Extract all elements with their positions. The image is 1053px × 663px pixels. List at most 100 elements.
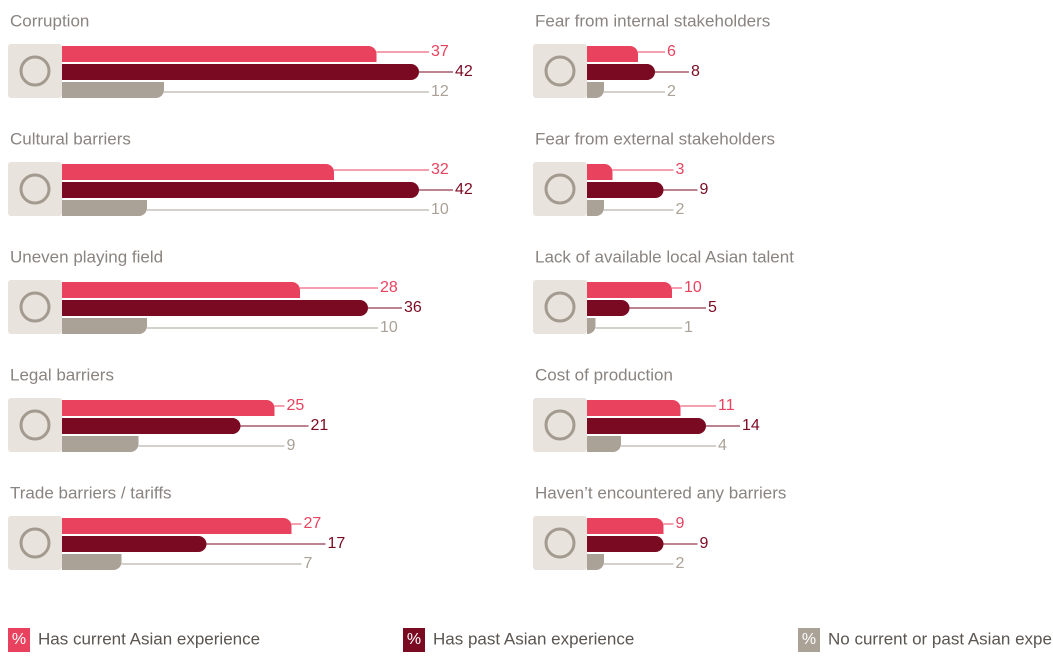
bar — [587, 318, 596, 334]
legend-label: Has past Asian experience — [433, 629, 634, 648]
value-label: 25 — [287, 397, 305, 414]
value-label: 11 — [718, 397, 735, 414]
icon-box — [8, 44, 62, 98]
value-label: 1 — [684, 319, 693, 336]
value-label: 2 — [676, 555, 685, 572]
icon-box — [8, 516, 62, 570]
panel-title: Fear from external stakeholders — [535, 129, 775, 148]
bar — [587, 436, 621, 452]
panel-title: Lack of available local Asian talent — [535, 247, 794, 266]
bar — [587, 300, 630, 316]
value-label: 42 — [455, 63, 473, 80]
legend-label: Has current Asian experience — [38, 629, 260, 648]
value-label: 8 — [691, 63, 700, 80]
value-label: 10 — [431, 201, 449, 218]
bar — [62, 436, 139, 452]
value-label: 10 — [380, 319, 398, 336]
bar — [62, 164, 334, 180]
value-label: 9 — [287, 437, 296, 454]
panel-title: Legal barriers — [10, 365, 114, 384]
value-label: 9 — [700, 535, 709, 552]
icon-box — [533, 516, 587, 570]
bar — [587, 518, 664, 534]
bar — [587, 282, 672, 298]
bar — [587, 400, 681, 416]
icon — [544, 409, 576, 441]
value-label: 17 — [328, 535, 346, 552]
value-label: 21 — [311, 417, 329, 434]
icon — [544, 527, 576, 559]
value-label: 27 — [304, 515, 322, 532]
icon-box — [8, 280, 62, 334]
value-label: 42 — [455, 181, 473, 198]
bar — [62, 400, 275, 416]
bar — [587, 182, 664, 198]
bar — [62, 182, 419, 198]
legend-symbol: % — [12, 631, 26, 648]
value-label: 6 — [667, 43, 676, 60]
legend-swatch — [8, 628, 30, 652]
bar — [587, 64, 655, 80]
bar — [62, 82, 164, 98]
bar — [62, 318, 147, 334]
value-label: 12 — [431, 83, 449, 100]
value-label: 14 — [742, 417, 760, 434]
value-label: 37 — [431, 43, 449, 60]
value-label: 9 — [676, 515, 685, 532]
bar — [587, 536, 664, 552]
bar — [62, 200, 147, 216]
panel-title: Fear from internal stakeholders — [535, 11, 770, 30]
icon — [19, 291, 51, 323]
bar — [587, 82, 604, 98]
icon — [19, 55, 51, 87]
value-label: 36 — [404, 299, 422, 316]
bar — [587, 200, 604, 216]
bar — [62, 418, 241, 434]
icon-box — [8, 398, 62, 452]
panel-title: Trade barriers / tariffs — [10, 483, 172, 502]
legend-label: No current or past Asian experience — [828, 629, 1053, 648]
bar — [62, 282, 300, 298]
panel-title: Cost of production — [535, 365, 673, 384]
icon-box — [8, 162, 62, 216]
legend-symbol: % — [407, 631, 421, 648]
bar — [587, 418, 706, 434]
legend-symbol: % — [802, 631, 816, 648]
icon-box — [533, 44, 587, 98]
bar — [62, 64, 419, 80]
legend-swatch — [798, 628, 820, 652]
icon — [19, 173, 51, 205]
bar — [62, 300, 368, 316]
value-label: 10 — [684, 279, 702, 296]
icon-box — [533, 280, 587, 334]
bar — [62, 518, 292, 534]
icon-box — [533, 162, 587, 216]
bar — [587, 46, 638, 62]
icon — [544, 291, 576, 323]
value-label: 9 — [700, 181, 709, 198]
panel-title: Corruption — [10, 11, 89, 30]
bar — [587, 164, 613, 180]
panel-title: Haven’t encountered any barriers — [535, 483, 786, 502]
icon — [544, 55, 576, 87]
icon — [19, 527, 51, 559]
bar — [62, 536, 207, 552]
bar — [587, 554, 604, 570]
panel-title: Cultural barriers — [10, 129, 131, 148]
value-label: 5 — [708, 299, 717, 316]
value-label: 4 — [718, 437, 727, 454]
icon — [19, 409, 51, 441]
bar — [62, 46, 377, 62]
icon-box — [533, 398, 587, 452]
value-label: 7 — [304, 555, 313, 572]
value-label: 32 — [431, 161, 449, 178]
value-label: 28 — [380, 279, 398, 296]
bar — [62, 554, 122, 570]
value-label: 2 — [676, 201, 685, 218]
legend-swatch — [403, 628, 425, 652]
value-label: 2 — [667, 83, 676, 100]
icon — [544, 173, 576, 205]
value-label: 3 — [676, 161, 685, 178]
panel-title: Uneven playing field — [10, 247, 163, 266]
